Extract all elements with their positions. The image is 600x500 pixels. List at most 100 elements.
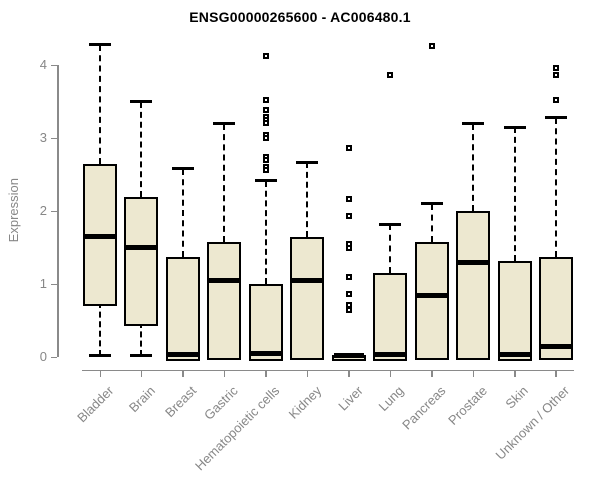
median-line-gastric [209,277,240,283]
upper-whisker-line [99,44,101,164]
box-hematopoietic-cells [248,284,283,361]
upper-whisker-cap [462,122,485,126]
x-axis-tick [223,369,226,377]
median-line-breast [167,351,198,357]
upper-whisker-cap [420,202,443,206]
outlier-point-hematopoietic-cells [262,135,269,142]
outlier-point-hematopoietic-cells [262,107,269,114]
x-category-label: Bladder [74,382,117,425]
upper-whisker-line [306,162,309,237]
x-category-label: Brain [125,382,159,415]
x-axis-tick [389,369,392,377]
median-line-skin [499,351,530,357]
outlier-point-hematopoietic-cells [262,119,269,126]
outlier-point-hematopoietic-cells [262,96,269,103]
upper-whisker-line [554,117,557,258]
box-lung [373,273,408,361]
x-category-label: Prostate [444,382,490,428]
x-axis-tick [99,369,101,377]
upper-whisker-line [389,224,392,274]
median-line-brain [126,245,157,251]
x-category-label: Lung [375,382,407,414]
x-axis-tick [431,369,433,377]
y-tick-label: 4 [39,57,47,73]
median-line-lung [375,351,406,357]
upper-whisker-line [472,123,475,212]
median-line-kidney [292,277,323,283]
upper-whisker-line [223,123,226,242]
outlier-point-liver [345,213,352,220]
upper-whisker-line [181,168,184,258]
box-brain [124,196,159,326]
y-tick-label: 3 [39,130,47,146]
outlier-point-unknown-other [552,65,559,72]
x-axis-tick [514,369,516,377]
upper-whisker-cap [89,43,111,47]
outlier-point-liver [345,290,352,297]
outlier-point-liver [345,244,352,251]
x-category-label: Skin [502,382,532,411]
outlier-point-unknown-other [552,97,559,104]
x-category-label: Pancreas [398,382,449,432]
median-line-pancreas [416,292,447,298]
outlier-point-hematopoietic-cells [262,52,269,59]
median-line-liver [333,353,364,359]
y-axis-line [57,65,59,357]
upper-whisker-line [264,180,267,285]
box-breast [165,257,200,361]
chart-title: ENSG00000265600 - AC006480.1 [189,9,411,25]
median-line-hematopoietic-cells [250,350,281,356]
y-tick-label: 1 [39,276,47,292]
upper-whisker-cap [171,167,194,171]
lower-whisker-line [99,302,101,356]
outlier-point-hematopoietic-cells [262,157,269,164]
upper-whisker-cap [379,222,402,226]
outlier-point-liver [345,273,352,280]
upper-whisker-line [140,101,143,197]
box-kidney [290,236,325,360]
outlier-point-liver [345,306,352,313]
x-category-label: Breast [162,382,200,420]
outlier-point-liver [345,195,352,202]
outlier-point-unknown-other [552,72,559,79]
y-axis-tick [51,210,57,213]
x-category-label: Gastric [201,382,241,423]
x-category-label: Unknown / Other [492,382,573,463]
y-axis-tick [51,283,57,286]
lower-whisker-cap [89,354,111,358]
outlier-point-lung [387,72,394,79]
x-axis-line [82,369,574,371]
outlier-point-liver [345,145,352,152]
upper-whisker-cap [503,125,526,129]
box-prostate [456,211,491,360]
x-axis-tick [472,369,475,377]
upper-whisker-cap [213,122,236,126]
box-skin [497,260,532,361]
lower-whisker-cap [130,354,153,358]
upper-whisker-cap [130,100,153,104]
y-axis-tick [51,137,57,140]
y-tick-label: 2 [39,203,47,219]
y-tick-label: 0 [39,349,47,364]
upper-whisker-cap [254,179,277,182]
x-axis-tick [265,369,267,377]
x-category-label: Kidney [285,382,324,422]
box-gastric [207,241,242,360]
y-axis-tick [51,356,57,358]
x-axis-tick [555,369,557,377]
x-axis-tick [182,369,184,377]
x-category-label: Liver [334,382,366,414]
upper-whisker-line [513,127,516,261]
outlier-point-hematopoietic-cells [262,167,269,174]
x-axis-tick [306,369,309,377]
upper-whisker-cap [296,160,319,164]
median-line-prostate [458,259,489,265]
median-line-bladder [85,234,115,240]
y-axis-tick [51,64,57,67]
box-pancreas [414,241,449,360]
x-axis-tick [348,369,350,377]
box-unknown-other [538,257,573,360]
lower-whisker-line [140,321,143,356]
